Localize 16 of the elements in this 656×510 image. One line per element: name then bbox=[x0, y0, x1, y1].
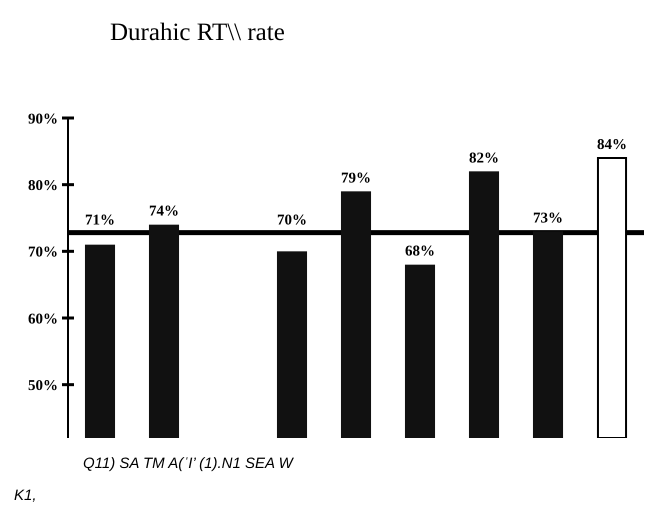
data-label: 84% bbox=[597, 137, 627, 153]
data-label: 79% bbox=[341, 170, 371, 186]
data-label: 70% bbox=[277, 212, 307, 229]
y-tick-label: 60% bbox=[28, 311, 58, 328]
data-label: 74% bbox=[149, 204, 179, 220]
text: Q11) SA TM A(ˈI’ (1).N1 SEA W bbox=[83, 455, 295, 472]
chart-title: Durahic RT\\ rate bbox=[110, 19, 285, 46]
data-label: 82% bbox=[469, 150, 499, 166]
data-label: 73% bbox=[533, 210, 563, 226]
text: K1, bbox=[14, 487, 37, 504]
data-label: 71% bbox=[85, 212, 115, 229]
y-tick-label: 90% bbox=[28, 111, 58, 128]
y-tick-label: 70% bbox=[28, 244, 58, 261]
y-tick-label: 50% bbox=[28, 378, 58, 394]
y-tick-label: 80% bbox=[28, 178, 58, 194]
data-label: 68% bbox=[405, 244, 435, 260]
